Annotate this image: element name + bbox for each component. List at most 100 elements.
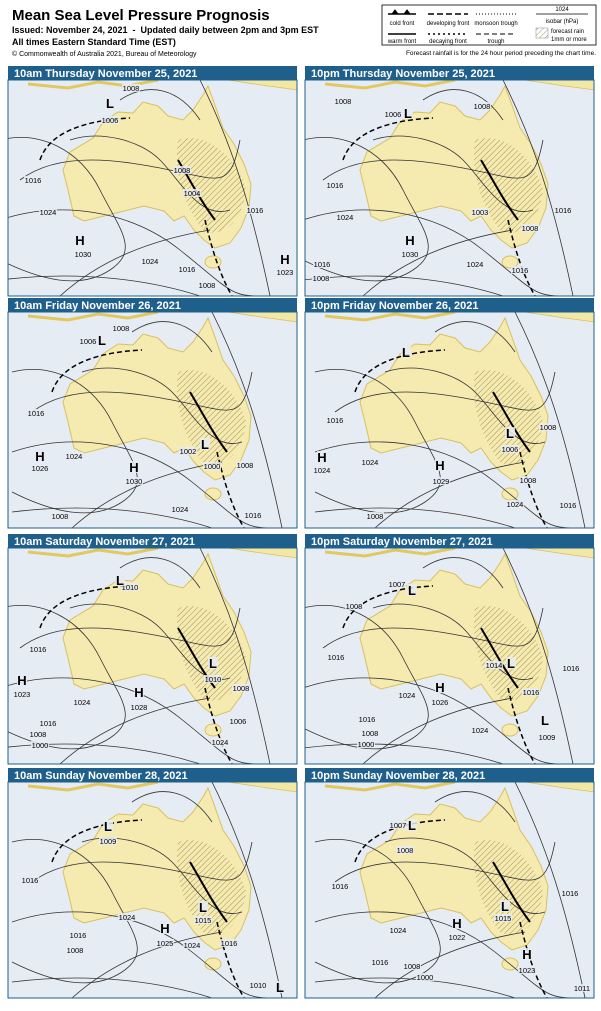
rain-area (177, 370, 246, 465)
isobar-label: 1008 (520, 476, 537, 485)
label-bg (35, 450, 45, 462)
trough (204, 687, 233, 764)
pressure-centre: L (408, 818, 416, 833)
trough (204, 219, 233, 296)
isobar-label: 1006 (385, 110, 402, 119)
label-bg (358, 715, 376, 723)
tasmania (204, 723, 222, 737)
isobar-label: 1008 (474, 102, 491, 111)
isobar (199, 548, 271, 764)
legend-cold-front-symbol (391, 9, 411, 15)
isobar-label: 1025 (157, 939, 174, 948)
label-bg (156, 939, 174, 947)
isobar-label: 1008 (30, 730, 47, 739)
island (324, 548, 456, 558)
pressure-centre: L (116, 573, 124, 588)
copyright: © Commonwealth of Australia 2021, Bureau… (12, 50, 197, 58)
label-bg (198, 901, 208, 913)
isobar-label: 1024 (172, 505, 189, 514)
label-bg (522, 688, 540, 696)
label-bg (69, 931, 87, 939)
label-bg (357, 740, 375, 748)
issued: Issued: November 24, 2021 - Updated dail… (12, 25, 319, 35)
trough (216, 451, 245, 528)
label-bg (361, 458, 379, 466)
isobar (314, 441, 576, 528)
label-bg (74, 250, 92, 258)
label-bg (435, 681, 445, 693)
label-bg (65, 452, 83, 460)
label-bg (317, 451, 327, 463)
rain-area (474, 138, 543, 233)
isobar (31, 841, 253, 883)
label-bg (366, 512, 384, 520)
label-bg (24, 176, 42, 184)
label-bg (471, 726, 489, 734)
isobars (314, 312, 586, 528)
isobar (19, 607, 241, 649)
label-bg (473, 102, 491, 110)
label-bg (121, 583, 139, 591)
label-bg (29, 645, 47, 653)
isobar-label: 1016 (28, 409, 45, 418)
isobars (314, 782, 586, 998)
panel-title: 10am Friday November 26, 2021 (14, 300, 181, 312)
label-bg (361, 729, 379, 737)
cold-front (492, 391, 531, 453)
isobar-label: 1006 (502, 445, 519, 454)
isobar (314, 911, 576, 998)
label-bg (27, 409, 45, 417)
label-bg (101, 116, 119, 124)
isobar (131, 791, 213, 823)
island (324, 312, 456, 322)
pressure-centre: L (276, 980, 284, 995)
legend-label: isobar (hPa) (546, 19, 579, 25)
isobar (422, 89, 504, 121)
new-guinea (227, 548, 297, 559)
isobar-label: 1030 (126, 477, 143, 486)
isobar (8, 743, 201, 764)
isobar-label: 1008 (397, 846, 414, 855)
panel-title: 10am Sunday November 28, 2021 (14, 770, 188, 782)
label-bg (398, 691, 416, 699)
isobar (211, 782, 283, 998)
label-bg (200, 438, 210, 450)
isobar-label: 1007 (389, 580, 406, 589)
label-bg (573, 984, 591, 992)
label-bg (31, 464, 49, 472)
isobar-label: 1008 (199, 281, 216, 290)
new-guinea (524, 548, 594, 559)
isobar-label: 1030 (402, 250, 419, 259)
label-bg (173, 166, 191, 174)
label-bg (183, 941, 201, 949)
tasmania (204, 487, 222, 501)
map: 1007 L10081016L10151016H10221024H10231016… (305, 782, 594, 998)
label-bg (407, 819, 417, 831)
label-bg (183, 189, 201, 197)
isobar-label: 1008 (237, 461, 254, 470)
tasmania (204, 255, 222, 269)
isobar-label: 1002 (180, 447, 197, 456)
isobar-label: 1014 (486, 661, 503, 670)
panel-frame (7, 547, 298, 765)
rain-area (474, 606, 543, 701)
trough (354, 819, 446, 863)
pressure-centre: L (506, 426, 514, 441)
label-bg (336, 213, 354, 221)
map-content: 1010L1016H10231024H1028L1010100810061016… (8, 548, 297, 764)
isobar-label: 1008 (335, 97, 352, 106)
label-bg (130, 703, 148, 711)
isobar-label: 1024 (142, 257, 159, 266)
pressure-centre: L (501, 899, 509, 914)
label-bg (21, 876, 39, 884)
label-bg (448, 933, 466, 941)
isobar-label: 1010 (122, 583, 139, 592)
isobar (71, 931, 223, 998)
label-bg (401, 250, 419, 258)
isobar-label: 1003 (472, 208, 489, 217)
pressure-centre: L (106, 96, 114, 111)
panel-frame (7, 79, 298, 297)
isobar (422, 557, 504, 589)
